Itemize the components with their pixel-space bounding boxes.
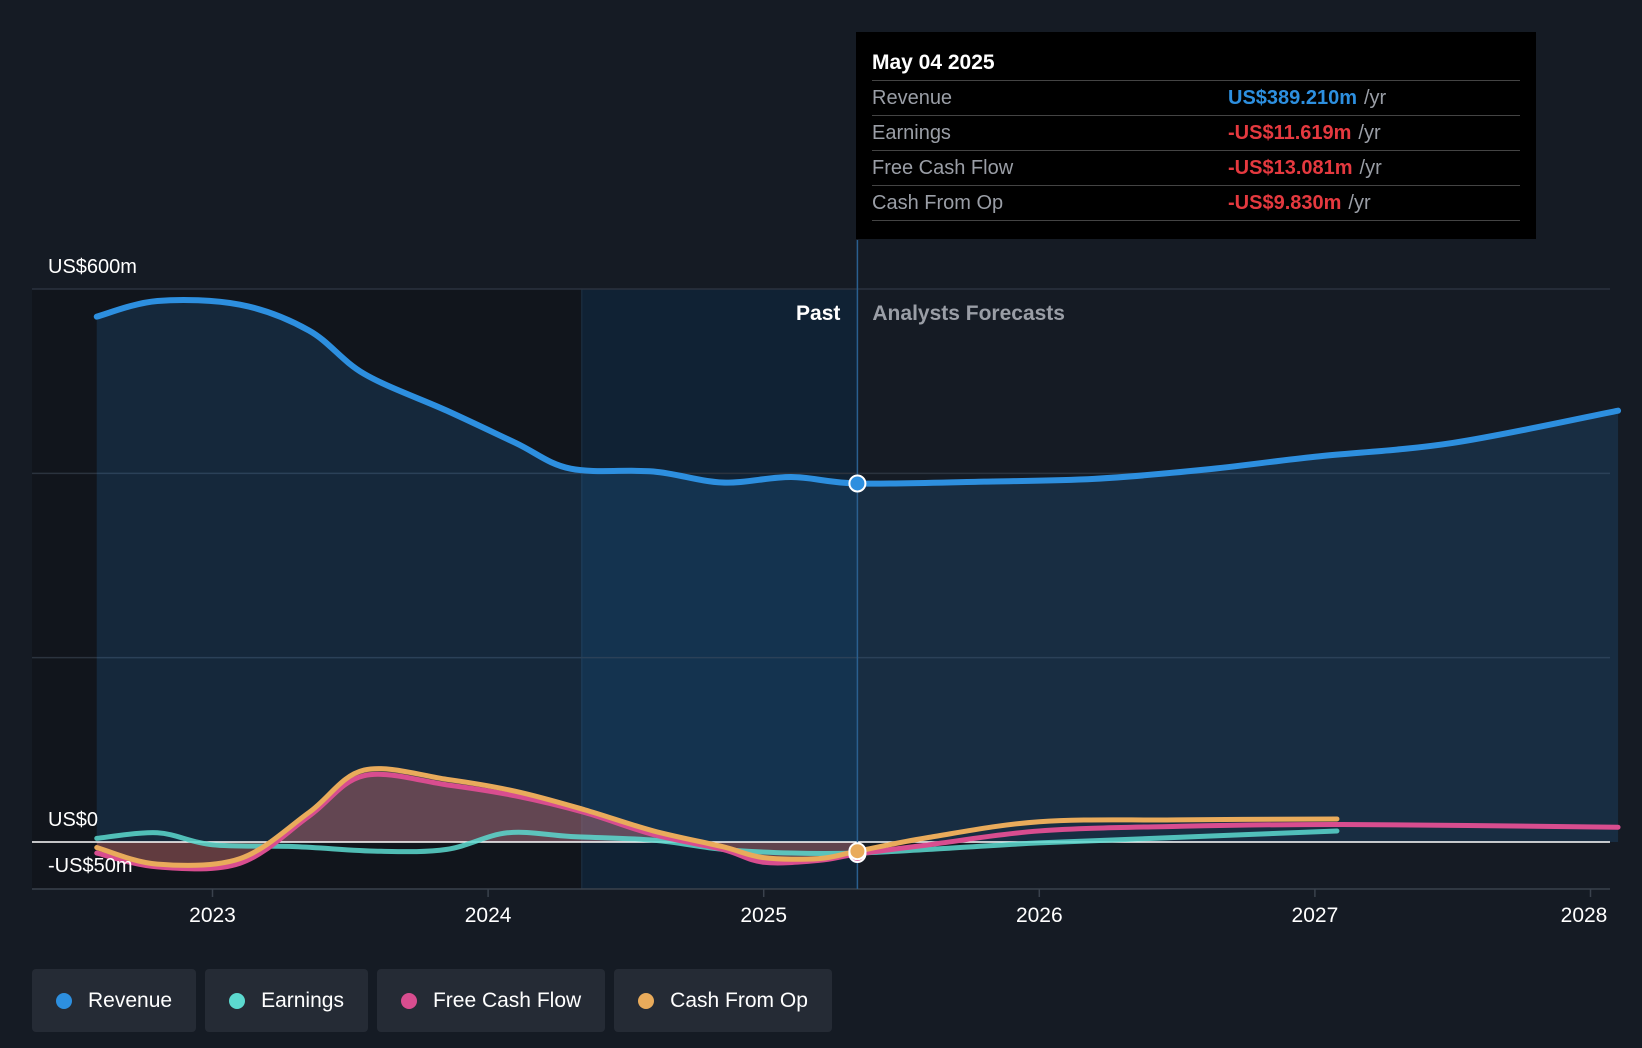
tooltip-label: Cash From Op — [872, 192, 1004, 214]
legend-item-cash-from-op[interactable]: Cash From Op — [614, 969, 832, 1032]
tooltip-label: Revenue — [872, 87, 953, 109]
legend-item-earnings[interactable]: Earnings — [205, 969, 368, 1032]
tooltip-value: -US$13.081m — [1228, 157, 1353, 179]
legend-item-revenue[interactable]: Revenue — [32, 969, 197, 1032]
legend-label: Earnings — [261, 988, 344, 1012]
y-tick-label: US$600m — [48, 256, 137, 278]
tooltip-value: -US$11.619m — [1228, 122, 1352, 144]
tooltip-value: US$389.210m — [1228, 87, 1357, 109]
revenue-dot-icon — [56, 992, 72, 1009]
tooltip-row-free-cash-flow: Free Cash Flow -US$13.081m /yr — [872, 151, 1520, 186]
free-cash-flow-line — [94, 771, 1621, 872]
tooltip-label: Earnings — [872, 122, 951, 144]
x-tick-label: 2024 — [465, 904, 512, 927]
x-tick-label: 2027 — [1292, 904, 1339, 927]
tooltip-unit: /yr — [1363, 87, 1387, 109]
x-tick-label: 2025 — [740, 904, 787, 927]
free-cash-flow-area — [96, 774, 858, 869]
y-tick-label: US$0 — [48, 809, 98, 831]
legend-label: Free Cash Flow — [432, 988, 582, 1012]
free-cash-flow-dot-icon — [400, 992, 417, 1009]
tooltip-date: May 04 2025 — [872, 46, 1520, 81]
earnings-line — [94, 828, 1340, 857]
x-tick-label: 2023 — [189, 904, 236, 927]
cash-from-op-marker — [848, 842, 867, 861]
earnings-dot-icon — [229, 992, 246, 1009]
tooltip-label: Free Cash Flow — [872, 157, 1014, 179]
tooltip-value: -US$9.830m — [1228, 192, 1342, 214]
past-highlight-band — [581, 289, 858, 889]
tooltip: May 04 2025 Revenue US$389.210m /yr Earn… — [856, 32, 1536, 239]
cash-from-op-line — [94, 766, 1340, 868]
tooltip-row-earnings: Earnings -US$11.619m /yr — [872, 116, 1520, 151]
legend: Revenue Earnings Free Cash Flow Cash Fro… — [32, 969, 832, 1032]
y-tick-label: -US$50m — [48, 855, 132, 877]
cash-from-op-dot-icon — [638, 992, 655, 1009]
revenue-line — [93, 296, 1622, 487]
tooltip-row-cash-from-op: Cash From Op -US$9.830m /yr — [872, 186, 1520, 221]
past-label: Past — [796, 302, 840, 325]
legend-label: Cash From Op — [670, 988, 808, 1012]
forecast-label: Analysts Forecasts — [872, 302, 1065, 325]
x-tick-label: 2028 — [1561, 904, 1608, 927]
tooltip-unit: /yr — [1359, 157, 1382, 179]
tooltip-unit: /yr — [1358, 122, 1381, 144]
revenue-marker — [848, 474, 867, 493]
tooltip-unit: /yr — [1348, 192, 1371, 214]
tooltip-row-revenue: Revenue US$389.210m /yr — [872, 81, 1520, 116]
x-tick-label: 2026 — [1016, 904, 1063, 927]
legend-label: Revenue — [88, 988, 173, 1012]
legend-item-free-cash-flow[interactable]: Free Cash Flow — [376, 969, 606, 1032]
